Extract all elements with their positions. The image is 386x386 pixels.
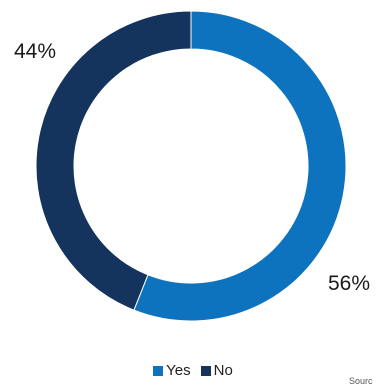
legend-label-no: No [213, 362, 233, 379]
slice-label-no: 44% [14, 40, 56, 63]
legend: Yes No [0, 362, 386, 379]
legend-label-yes: Yes [166, 362, 191, 379]
slice-label-yes: 56% [328, 272, 370, 295]
source-note: Sourc [349, 376, 373, 386]
legend-item-no[interactable]: No [200, 362, 233, 379]
legend-swatch-yes [153, 365, 164, 376]
slice-no[interactable] [35, 10, 192, 311]
legend-swatch-no [200, 365, 211, 376]
legend-item-yes[interactable]: Yes [153, 362, 191, 379]
slice-yes[interactable] [133, 10, 347, 322]
